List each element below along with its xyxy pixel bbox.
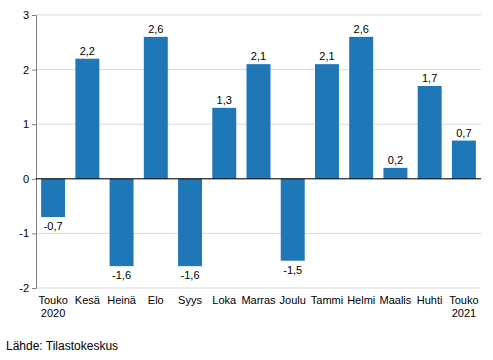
grid-line [36, 288, 481, 289]
tick-label: Tammi [311, 294, 343, 306]
x-axis: Touko2020 Kesä Heinä Elo Syys Loka Marras Joulu… [38, 294, 478, 319]
tick-label: -1 [19, 227, 29, 239]
zero-line [36, 178, 481, 179]
bar [349, 37, 373, 179]
tick-label: Syys [178, 294, 202, 306]
data-label: 2,6 [148, 23, 163, 35]
tick-label: Kesä [75, 294, 101, 306]
tick-label: Heinä [107, 294, 137, 306]
tick-mark [32, 288, 36, 289]
bar [452, 141, 476, 179]
y-axis-line [32, 16, 37, 289]
data-label: 0,7 [456, 127, 471, 139]
tick-label: Joulu [280, 294, 306, 306]
bar [315, 64, 339, 179]
tick-label: 2 [23, 64, 29, 76]
tick: 2 [23, 64, 36, 76]
data-label: -1,6 [181, 269, 200, 281]
bar [41, 179, 65, 217]
data-label: 1,7 [422, 72, 437, 84]
bar [144, 37, 168, 179]
tick-label: Maalis [380, 294, 412, 306]
bars [41, 37, 476, 266]
data-label: 2,1 [319, 50, 334, 62]
y-axis: -2 -1 0 1 2 3 [19, 9, 36, 294]
data-label: 2,6 [354, 23, 369, 35]
grid [36, 15, 481, 288]
grid-line [36, 15, 481, 16]
bar [212, 108, 236, 179]
bar [281, 179, 305, 261]
grid-line [36, 233, 481, 234]
data-label: -1,5 [283, 264, 302, 276]
bar [383, 168, 407, 179]
tick-label: Touko2021 [449, 294, 478, 319]
data-labels: -0,7 2,2 -1,6 2,6 -1,6 1,3 2,1 -1,5 2,1 2,6 0,2 1,7… [44, 23, 472, 281]
bar [247, 64, 271, 179]
tick-mark [32, 15, 36, 16]
plot: -2 -1 0 1 2 3 -0,7 2,2 -1,6 2,6 -1,6 1,3 2,1 -1,5 2,1 2… [19, 9, 481, 319]
bar [75, 59, 99, 179]
source: Lähde: Tilastokeskus [6, 339, 118, 353]
tick-mark [32, 233, 36, 234]
tick-label: Helmi [347, 294, 375, 306]
chart: -2 -1 0 1 2 3 -0,7 2,2 -1,6 2,6 -1,6 1,3 2,1 -1,5 2,1 2… [0, 0, 493, 360]
bar [418, 86, 442, 179]
tick-label: Marras [241, 294, 276, 306]
tick: -2 [19, 282, 36, 294]
tick: 3 [23, 9, 36, 21]
tick-label: Huhti [417, 294, 443, 306]
tick-mark [32, 124, 36, 125]
tick: -1 [19, 227, 36, 239]
data-label: 2,2 [80, 45, 95, 57]
tick-label: Loka [212, 294, 237, 306]
tick-mark [32, 70, 36, 71]
data-label: 2,1 [251, 50, 266, 62]
data-label: 0,2 [388, 154, 403, 166]
tick: 1 [23, 118, 36, 130]
bar [110, 179, 134, 266]
tick-label: Touko2020 [38, 294, 67, 319]
tick-mark [32, 179, 36, 180]
data-label: 1,3 [217, 94, 232, 106]
data-label: -1,6 [112, 269, 131, 281]
grid-line [36, 178, 481, 179]
tick-label: Elo [148, 294, 164, 306]
bar [178, 179, 202, 266]
tick-label: 0 [23, 173, 29, 185]
data-label: -0,7 [44, 220, 63, 232]
tick-label: -2 [19, 282, 29, 294]
tick-label: 3 [23, 9, 29, 21]
tick-label: 1 [23, 118, 29, 130]
tick: 0 [23, 173, 36, 185]
